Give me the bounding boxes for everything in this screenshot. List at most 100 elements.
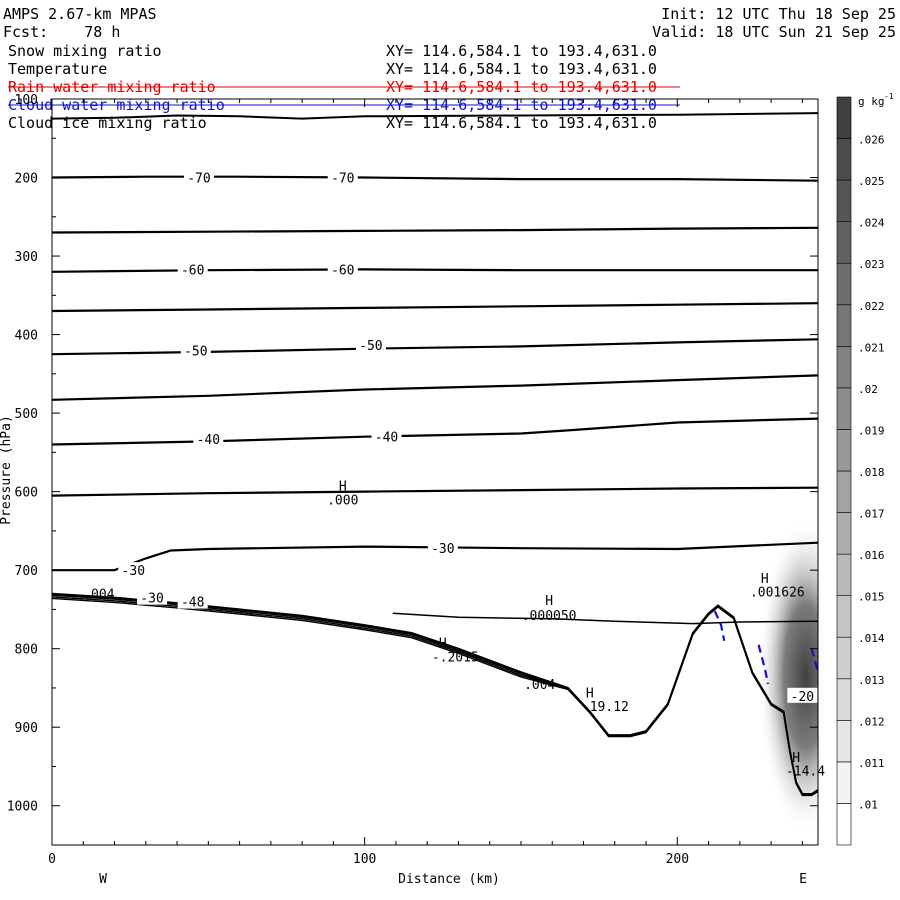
isotherm-label: -40	[375, 431, 398, 446]
isotherm-line	[52, 486, 818, 497]
x-tick-label: 200	[666, 852, 689, 867]
colorbar-level-label: .021	[858, 341, 885, 354]
y-tick-label: 1000	[7, 800, 38, 815]
colorbar-swatch	[836, 346, 852, 389]
isotherm-label: -60	[331, 263, 354, 278]
extremum-label: H	[439, 636, 447, 651]
colorbar-level-label: .011	[858, 757, 885, 770]
field-name: Cloud ice mixing ratio	[8, 114, 207, 132]
field-name: Snow mixing ratio	[8, 42, 162, 60]
colorbar-level-label: .016	[858, 549, 885, 562]
isotherm-label: -30	[431, 542, 454, 557]
isotherm-line	[52, 302, 818, 313]
field-legend: Snow mixing ratio XY= 114.6,584.1 to 193.…	[8, 42, 680, 132]
y-tick-label: 400	[15, 329, 38, 344]
plot-labels: -70 -70 -60 -60 -50 -50 -40 -40 -30 -30 -30 -48 -20 H…	[83, 169, 825, 779]
label-mask	[787, 687, 818, 703]
extremum-label: H	[339, 479, 347, 494]
y-tick-label: 800	[15, 643, 38, 658]
colorbar-level-label: .024	[858, 217, 885, 230]
tropopause-contour	[52, 112, 818, 120]
colorbar-unit: g kg	[858, 95, 885, 108]
colorbar-level-label: .023	[858, 258, 885, 271]
label-mask	[137, 589, 168, 605]
isotherm-label: -20	[791, 690, 814, 705]
colorbar-level-label: .019	[858, 424, 885, 437]
snow-mixing-ratio-shading	[757, 516, 818, 837]
isotherm-line	[52, 175, 818, 182]
isotherm-label: -48	[181, 596, 204, 611]
extremum-label: -.2015	[432, 651, 479, 666]
colorbar-swatch	[836, 720, 852, 763]
colorbar-level-label: .013	[858, 674, 885, 687]
model-title: AMPS 2.67-km MPAS	[3, 5, 157, 23]
colorbar-swatch	[836, 512, 852, 555]
colorbar-unit-exponent: -1	[884, 92, 894, 101]
colorbar-swatch	[836, 761, 852, 804]
extremum-label: H	[761, 572, 769, 587]
isotherm-line	[52, 268, 818, 273]
colorbar-level-label: .02	[858, 383, 878, 396]
colorbar-swatch	[836, 553, 852, 596]
terrain-contour	[52, 596, 818, 796]
y-axis-title: Pressure (hPa)	[0, 415, 14, 525]
colorbar-swatch	[836, 262, 852, 306]
y-tick-label: 300	[15, 250, 38, 265]
contour-layer	[52, 112, 818, 797]
label-mask	[193, 431, 224, 447]
y-tick-label: 600	[15, 486, 38, 501]
y-tick-label: 100	[15, 93, 38, 108]
extremum-label: H	[545, 594, 553, 609]
colorbar-swatch	[836, 595, 852, 638]
mixing-ratio-contour	[392, 612, 818, 625]
field-name: Temperature	[8, 60, 107, 78]
extremum-label: H	[586, 687, 594, 702]
extremum-label: .000	[327, 493, 358, 508]
isotherm-line	[52, 226, 818, 234]
field-domain: XY= 114.6,584.1 to 193.4,631.0	[386, 114, 657, 132]
isotherm-label: -50	[184, 344, 207, 359]
label-mask	[327, 169, 358, 185]
colorbar-level-label: .01	[858, 798, 878, 811]
isotherm-label: -40	[197, 433, 220, 448]
colorbar-swatch	[836, 221, 852, 264]
forecast-hour: Fcst: 78 h	[3, 23, 120, 41]
colorbar-swatch	[836, 179, 852, 222]
isotherm-label: -50	[359, 339, 382, 354]
colorbar-swatch	[836, 138, 852, 181]
colorbar-swatch	[836, 470, 852, 513]
extremum-label: .001626	[750, 585, 805, 600]
isotherm-line	[52, 338, 818, 356]
label-mask	[177, 261, 208, 277]
colorbar-swatch	[836, 678, 852, 721]
x-tick-label: 100	[353, 852, 376, 867]
init-time: Init: 12 UTC Thu 18 Sep 25	[661, 5, 896, 23]
extremum-label: .004	[83, 588, 114, 603]
extremum-label: .004	[524, 678, 555, 693]
header: AMPS 2.67-km MPAS Fcst: 78 h Init: 12 UT…	[3, 5, 896, 41]
isotherm-label: -60	[181, 263, 204, 278]
colorbar-level-label: .012	[858, 715, 885, 728]
cloud-water-contour	[810, 648, 818, 673]
colorbar-level-label: .018	[858, 466, 885, 479]
extremum-label: .000050	[522, 609, 577, 624]
snow-shading-layer	[757, 516, 818, 837]
terrain-contour	[52, 597, 818, 797]
label-mask	[327, 261, 358, 277]
isotherm-label: -30	[140, 592, 163, 607]
isotherm-label: -70	[187, 172, 210, 187]
colorbar-level-label: .026	[858, 134, 885, 147]
y-tick-label: 500	[15, 407, 38, 422]
isotherm-line	[52, 417, 818, 446]
plot-frame	[51, 98, 819, 846]
field-domain: XY= 114.6,584.1 to 193.4,631.0	[386, 42, 657, 60]
colorbar-level-label: .025	[858, 175, 885, 188]
x-axis-title: Distance (km)	[398, 872, 500, 887]
y-tick-label: 900	[15, 721, 38, 736]
valid-time: Valid: 18 UTC Sun 21 Sep 25	[652, 23, 896, 41]
x-tick-label: 0	[48, 852, 56, 867]
west-label: W	[99, 872, 107, 887]
colorbar-level-label: .022	[858, 300, 885, 313]
isotherm-line	[52, 374, 818, 401]
extremum-label: -14.4	[786, 764, 825, 779]
